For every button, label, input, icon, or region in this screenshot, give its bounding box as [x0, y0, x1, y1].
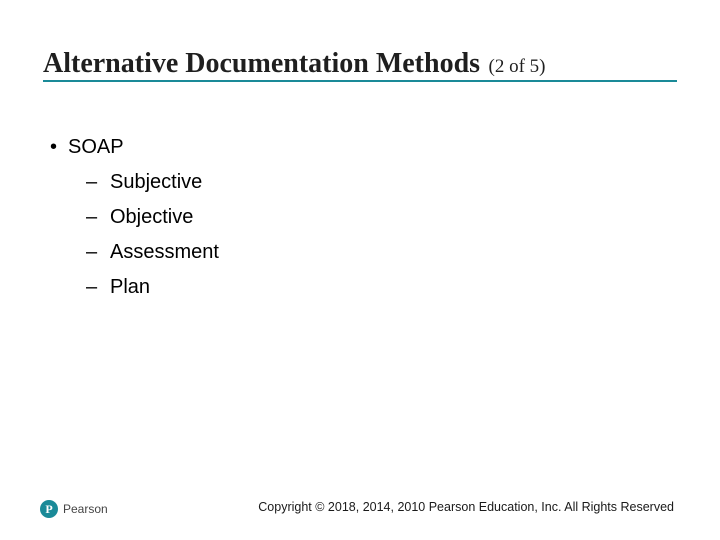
dash-icon: – [86, 270, 110, 305]
list-item: – Assessment [86, 235, 219, 270]
logo-letter: P [45, 503, 52, 515]
bullet-icon: • [50, 130, 68, 165]
copyright-text: Copyright © 2018, 2014, 2010 Pearson Edu… [258, 500, 674, 514]
list-item: – Subjective [86, 165, 219, 200]
list-item-label: Subjective [110, 165, 202, 200]
title-wrap: Alternative Documentation Methods (2 of … [43, 48, 677, 82]
list-item: • SOAP [50, 130, 219, 165]
logo-icon: P [40, 500, 58, 518]
slide: Alternative Documentation Methods (2 of … [0, 0, 720, 540]
logo-text: Pearson [63, 502, 108, 516]
list-item: – Plan [86, 270, 219, 305]
list-item: – Objective [86, 200, 219, 235]
dash-icon: – [86, 165, 110, 200]
sublist: – Subjective – Objective – Assessment – … [86, 165, 219, 305]
dash-icon: – [86, 200, 110, 235]
publisher-logo: P Pearson [40, 500, 108, 518]
list-item-label: Assessment [110, 235, 219, 270]
content-area: • SOAP – Subjective – Objective – Assess… [50, 130, 219, 305]
dash-icon: – [86, 235, 110, 270]
slide-title: Alternative Documentation Methods [43, 48, 480, 87]
list-item-label: Objective [110, 200, 193, 235]
list-item-label: SOAP [68, 130, 124, 165]
slide-title-counter: (2 of 5) [489, 56, 546, 77]
list-item-label: Plan [110, 270, 150, 305]
